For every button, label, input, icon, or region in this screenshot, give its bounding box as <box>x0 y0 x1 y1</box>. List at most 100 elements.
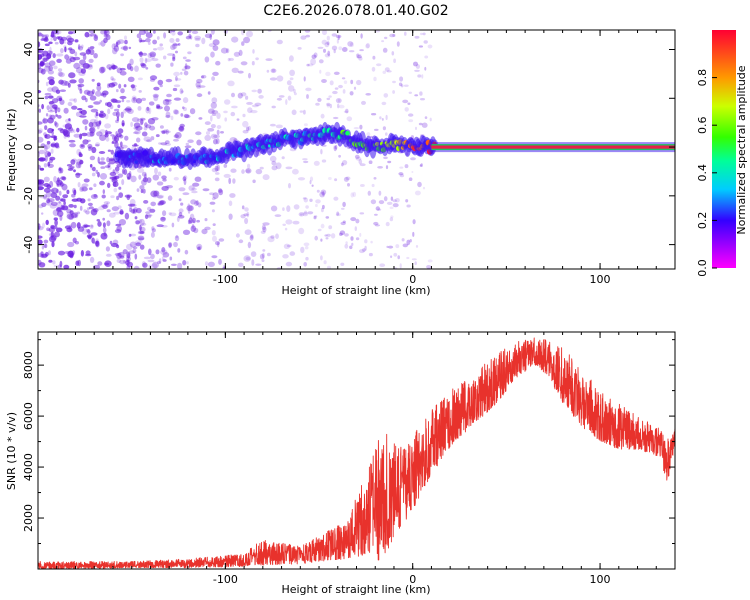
noise-dot <box>209 201 216 205</box>
noise-dot <box>309 180 312 185</box>
noise-dot <box>180 202 184 206</box>
noise-dot <box>120 111 124 119</box>
noise-dot <box>187 139 194 143</box>
noise-dot <box>125 251 131 259</box>
noise-dot <box>106 220 111 227</box>
noise-dot <box>44 65 51 72</box>
noise-dot <box>382 47 388 53</box>
noise-dot <box>275 124 283 129</box>
noise-dot <box>58 264 62 269</box>
noise-dot <box>89 48 95 56</box>
noise-dot <box>198 245 202 251</box>
noise-dot <box>183 107 187 112</box>
noise-dot <box>143 200 149 204</box>
noise-dot <box>102 204 108 210</box>
noise-dot <box>306 63 310 67</box>
noise-dot <box>274 214 282 218</box>
noise-dot <box>153 48 158 51</box>
noise-dot <box>135 240 143 245</box>
noise-dot <box>328 95 332 98</box>
noise-dot <box>67 250 74 258</box>
noise-dot <box>177 31 183 36</box>
noise-dot <box>238 239 244 244</box>
noise-dot <box>166 93 172 98</box>
noise-dot <box>43 239 49 244</box>
noise-dot <box>42 57 46 63</box>
noise-dot <box>342 47 348 52</box>
noise-dot <box>258 95 264 99</box>
noise-dot <box>325 216 330 219</box>
noise-dot <box>47 152 51 157</box>
noise-dot <box>252 179 256 184</box>
noise-dot <box>87 202 93 207</box>
noise-dot <box>359 124 363 130</box>
noise-dot <box>124 35 127 40</box>
noise-dot <box>105 136 110 142</box>
noise-dot <box>178 198 182 202</box>
noise-dot <box>170 115 174 121</box>
noise-dot <box>297 47 302 50</box>
noise-dot <box>171 30 176 33</box>
noise-dot <box>47 110 55 113</box>
noise-dot <box>179 123 185 128</box>
noise-dot <box>131 97 138 104</box>
noise-dot <box>130 233 137 237</box>
noise-dot <box>144 214 149 220</box>
noise-dot <box>236 118 240 121</box>
noise-dot <box>356 79 362 86</box>
noise-dot <box>210 30 215 35</box>
noise-dot <box>387 245 394 249</box>
noise-dot <box>345 108 349 114</box>
noise-dot <box>212 235 217 242</box>
noise-dot <box>78 151 82 156</box>
noise-dot <box>250 251 257 257</box>
noise-dot <box>121 179 125 186</box>
noise-dot <box>417 181 422 188</box>
noise-dot <box>398 172 404 176</box>
noise-dot <box>38 32 43 37</box>
noise-dot <box>145 58 152 63</box>
y-tick-label: 40 <box>22 43 35 57</box>
noise-dot <box>415 64 420 69</box>
noise-dot <box>251 89 257 93</box>
noise-dot <box>64 251 71 254</box>
noise-dot <box>359 49 364 52</box>
noise-dot <box>73 129 76 134</box>
noise-dot <box>164 142 172 146</box>
noise-dot <box>334 144 338 150</box>
noise-dot <box>373 76 377 82</box>
noise-dot <box>172 53 176 60</box>
noise-dot <box>372 55 376 60</box>
noise-dot <box>73 189 77 196</box>
noise-dot <box>112 181 117 187</box>
noise-dot <box>182 56 187 60</box>
noise-dot <box>201 228 208 235</box>
noise-dot <box>110 195 115 199</box>
noise-dot <box>261 224 266 231</box>
noise-dot <box>377 208 382 211</box>
noise-dot <box>408 91 412 95</box>
noise-dot <box>275 162 282 170</box>
noise-dot <box>288 85 295 92</box>
noise-dot <box>222 265 226 269</box>
noise-dot <box>163 32 167 39</box>
noise-dot <box>170 44 176 50</box>
noise-dot <box>44 43 50 47</box>
noise-dot <box>120 144 128 149</box>
noise-dot <box>211 197 216 201</box>
noise-dot <box>322 204 325 210</box>
noise-dot <box>86 63 94 70</box>
noise-dot <box>112 135 117 141</box>
colorbar-tick-label: 0.6 <box>696 116 709 134</box>
noise-dot <box>100 204 107 208</box>
noise-dot <box>227 57 231 62</box>
noise-dot <box>77 46 84 51</box>
noise-dot <box>78 78 84 84</box>
noise-dot <box>238 262 244 267</box>
noise-dot <box>324 42 330 48</box>
noise-dot <box>137 77 143 81</box>
noise-dot <box>46 140 51 145</box>
noise-dot <box>60 48 64 54</box>
noise-dot <box>351 242 354 246</box>
noise-dot <box>393 252 398 257</box>
